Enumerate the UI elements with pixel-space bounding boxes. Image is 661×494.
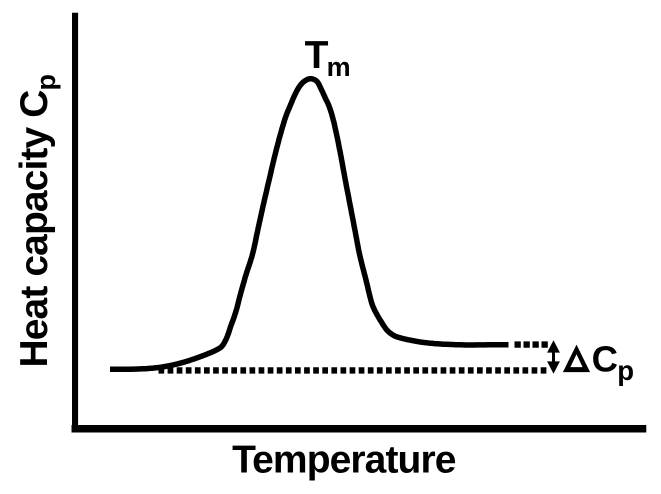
svg-text:T: T	[305, 34, 329, 77]
svg-text:m: m	[327, 52, 351, 82]
svg-text:Temperature: Temperature	[232, 439, 456, 482]
svg-text:p: p	[617, 355, 634, 386]
svg-text:C: C	[592, 338, 618, 379]
svg-text:Heat capacity Cp: Heat capacity Cp	[13, 75, 61, 368]
